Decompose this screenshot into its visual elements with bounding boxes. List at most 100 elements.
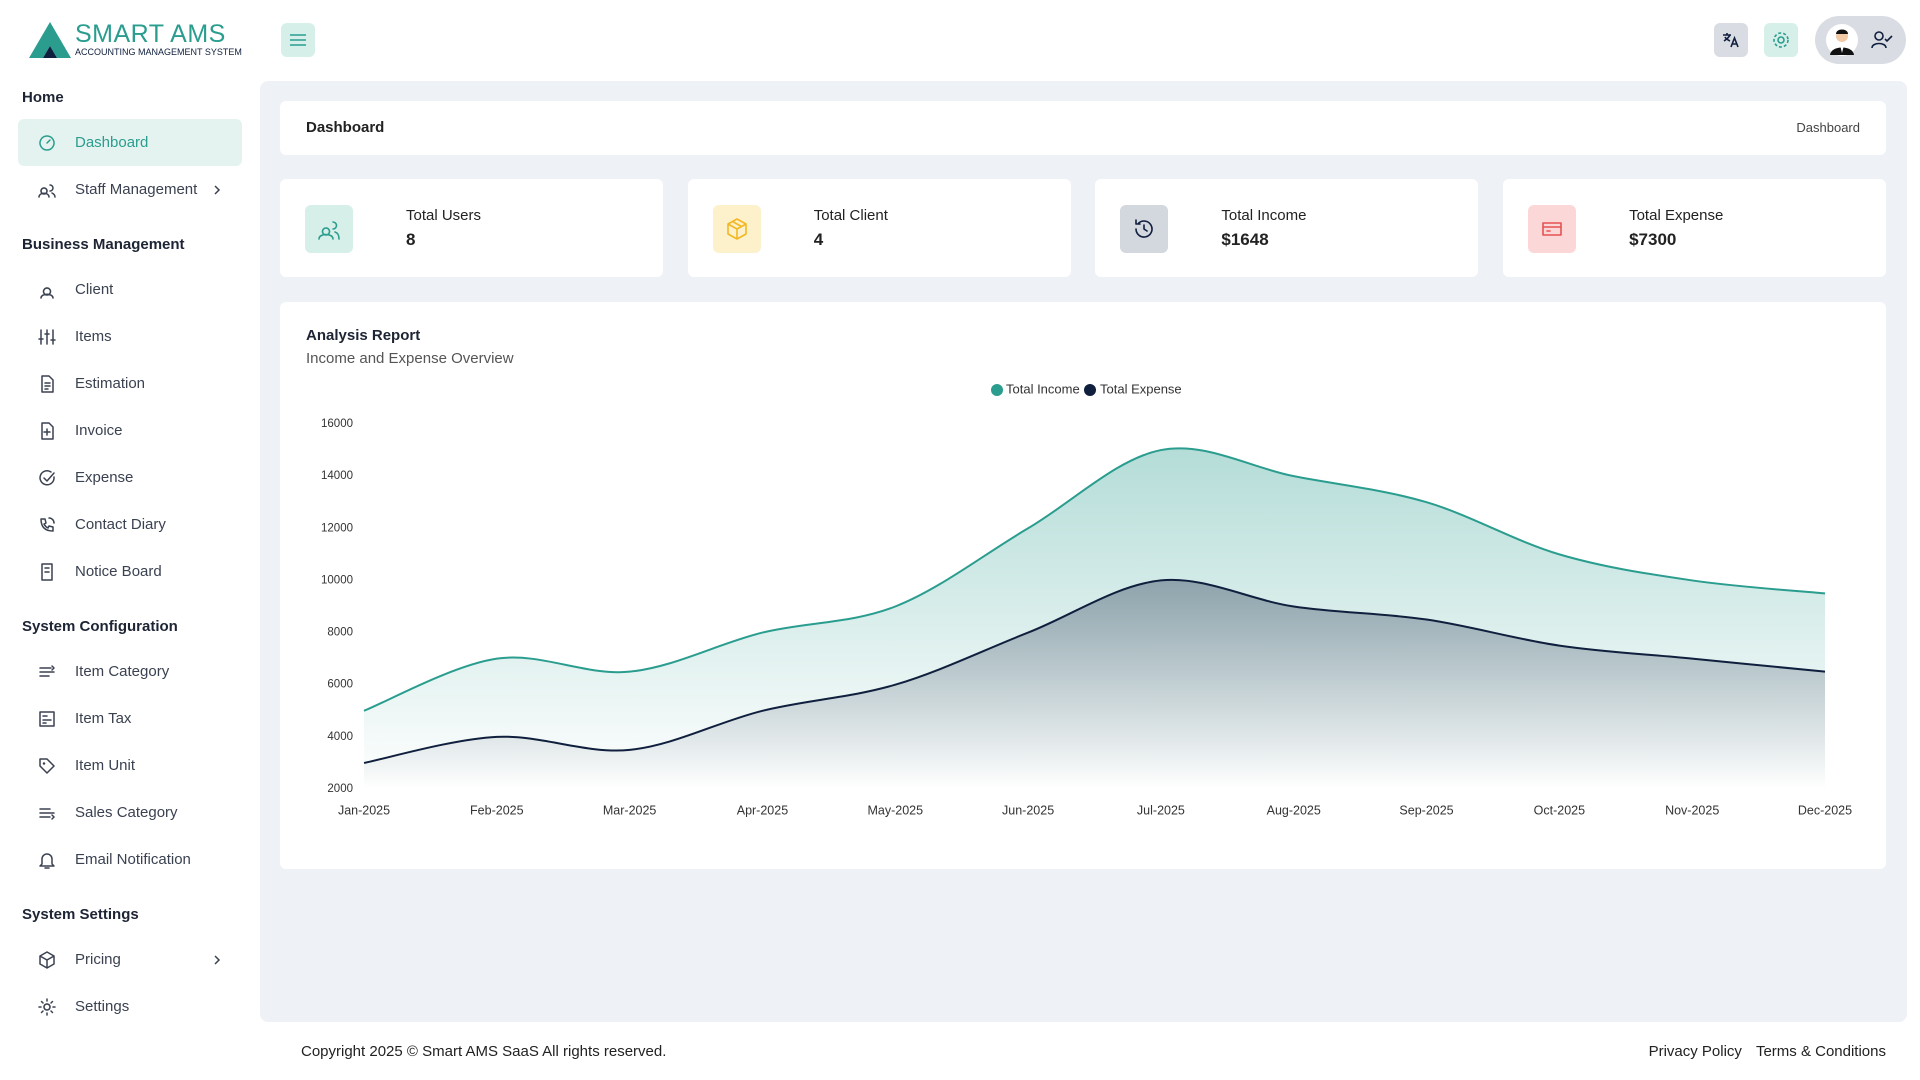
chart-card: Analysis Report Income and Expense Overv… (280, 302, 1886, 869)
x-tick-label: Jan-2025 (338, 803, 390, 817)
nav-item[interactable]: Client (18, 266, 242, 313)
nav-label: Sales Category (75, 804, 178, 821)
chart-subtitle: Income and Expense Overview (306, 350, 514, 367)
x-tick-label: Dec-2025 (1798, 803, 1852, 817)
copyright: Copyright 2025 © Smart AMS SaaS All righ… (301, 1043, 667, 1060)
y-tick-label: 2000 (327, 783, 353, 795)
legend-label: Total Income (1006, 381, 1080, 396)
x-tick-label: Jun-2025 (1002, 803, 1054, 817)
nav-icon (41, 374, 54, 393)
stat-card: Total Users 8 (280, 179, 663, 277)
legend-marker (991, 384, 1003, 396)
nav-item[interactable]: Email Notification (18, 836, 242, 883)
nav-icon (41, 421, 54, 440)
settings-button[interactable] (1764, 23, 1798, 57)
y-tick-label: 6000 (327, 679, 353, 691)
nav-icon (40, 516, 55, 532)
section-title: Home (22, 89, 64, 106)
stat-icon (1120, 205, 1169, 253)
nav-icon (39, 852, 55, 869)
y-tick-label: 4000 (327, 731, 353, 743)
x-tick-label: Aug-2025 (1267, 803, 1321, 817)
stat-card: Total Expense $7300 (1503, 179, 1887, 277)
nav-icon (39, 807, 55, 820)
nav-label: Estimation (75, 375, 146, 392)
nav-icon (39, 664, 55, 677)
nav-item[interactable]: Item Unit (18, 742, 242, 789)
stat-value: $7300 (1629, 230, 1677, 249)
stat-card: Total Client 4 (687, 179, 1071, 277)
page-title: Dashboard (306, 119, 385, 136)
profile-button[interactable] (1815, 16, 1906, 64)
nav-icon (39, 469, 55, 485)
nav-item[interactable]: Item Tax (18, 695, 242, 742)
nav-item[interactable]: Settings (18, 983, 242, 1030)
nav-icon (39, 134, 55, 151)
x-tick-label: Jul-2025 (1137, 803, 1185, 817)
stat-label: Total Expense (1629, 207, 1724, 224)
nav-icon (41, 562, 53, 581)
nav-label: Settings (75, 998, 130, 1015)
nav-label: Expense (75, 469, 134, 486)
y-tick-label: 16000 (321, 418, 353, 430)
nav-label: Pricing (75, 951, 121, 968)
nav-item[interactable]: Invoice (18, 407, 242, 454)
x-tick-label: Feb-2025 (470, 803, 524, 817)
sidebar: Home Dashboard Staff Management Business Ma… (0, 88, 260, 1030)
nav-label: Contact Diary (75, 516, 166, 533)
stat-icon (305, 205, 353, 253)
nav-item[interactable]: Estimation (18, 360, 242, 407)
nav-label: Dashboard (75, 134, 149, 151)
nav-item[interactable]: Staff Management (18, 166, 242, 213)
nav-item[interactable]: Notice Board (18, 548, 242, 595)
section-title: System Settings (22, 906, 139, 923)
footer-link[interactable]: Privacy Policy (1648, 1043, 1742, 1060)
nav-label: Invoice (75, 422, 123, 439)
stat-icon (1528, 205, 1577, 253)
nav-label: Item Category (75, 663, 170, 680)
x-tick-label: Mar-2025 (603, 803, 657, 817)
y-tick-label: 8000 (327, 627, 353, 639)
nav-label: Notice Board (75, 563, 162, 580)
nav-icon (40, 286, 54, 299)
section-title: System Configuration (22, 618, 178, 635)
chart-title: Analysis Report (306, 327, 420, 344)
language-button[interactable] (1714, 23, 1748, 57)
nav-item[interactable]: Contact Diary (18, 501, 242, 548)
nav-item[interactable]: Dashboard (18, 119, 242, 166)
breadcrumb[interactable]: Dashboard (1796, 120, 1860, 135)
brand-tagline: ACCOUNTING MANAGEMENT SYSTEM (75, 47, 242, 57)
x-tick-label: Nov-2025 (1665, 803, 1719, 817)
logo-mark (29, 22, 71, 58)
nav-icon (38, 183, 56, 198)
line (363, 578, 1826, 764)
chevron (214, 184, 221, 195)
nav-item[interactable]: Pricing (18, 936, 242, 983)
nav-label: Client (75, 281, 114, 298)
nav-item[interactable]: Item Category (18, 648, 242, 695)
x-tick-label: Apr-2025 (737, 803, 788, 817)
legend-marker (1084, 384, 1096, 396)
chart: Analysis Report Income and Expense Overv… (306, 327, 1852, 817)
menu-toggle[interactable] (281, 23, 315, 57)
x-tick-label: Oct-2025 (1534, 803, 1585, 817)
brand-name: SMART AMS (75, 20, 226, 48)
nav-item[interactable]: Items (18, 313, 242, 360)
nav-icon (39, 757, 55, 774)
footer-link[interactable]: Terms & Conditions (1755, 1043, 1886, 1060)
stat-value: 4 (813, 230, 824, 249)
logo[interactable]: SMART AMS ACCOUNTING MANAGEMENT SYSTEM (27, 20, 242, 65)
nav-icon (39, 950, 55, 969)
area (364, 579, 1825, 789)
chevron (214, 954, 221, 965)
stat-icon (712, 205, 761, 253)
nav-label: Item Unit (75, 757, 136, 774)
nav-label: Items (75, 328, 112, 345)
y-tick-label: 12000 (321, 522, 353, 534)
nav-label: Item Tax (75, 710, 132, 727)
nav-item[interactable]: Sales Category (18, 789, 242, 836)
breadcrumb-bar: Dashboard Dashboard (280, 101, 1886, 155)
stat-value: 8 (406, 230, 416, 249)
nav-item[interactable]: Expense (18, 454, 242, 501)
